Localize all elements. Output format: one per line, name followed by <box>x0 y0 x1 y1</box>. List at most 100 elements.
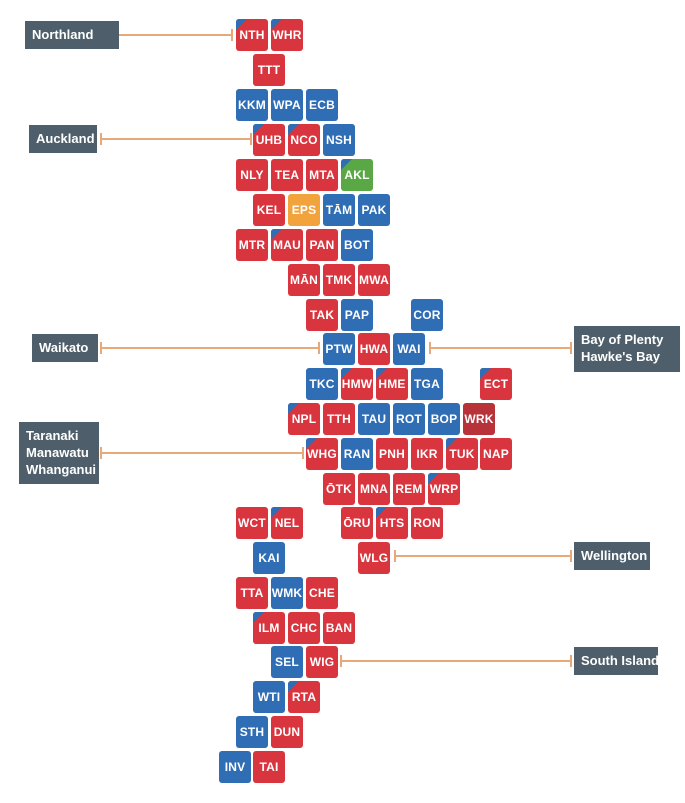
electorate-tile-pan[interactable]: PAN <box>306 229 338 261</box>
electorate-tile-pnh[interactable]: PNH <box>376 438 408 470</box>
electorate-tile-nsh[interactable]: NSH <box>323 124 355 156</box>
electorate-tile-tth[interactable]: TTH <box>323 403 355 435</box>
region-label-bop-hawkes-bay: Bay of Plenty Hawke's Bay <box>574 326 680 372</box>
electorate-tile-tkc[interactable]: TKC <box>306 368 338 400</box>
electorate-code: PAK <box>361 203 387 217</box>
electorate-tile-nel[interactable]: NEL <box>271 507 303 539</box>
electorate-tile-ptw[interactable]: PTW <box>323 333 355 365</box>
electorate-tile-che[interactable]: CHE <box>306 577 338 609</box>
electorate-tile-hts[interactable]: HTS <box>376 507 408 539</box>
electorate-code: SEL <box>275 655 299 669</box>
electorate-code: NCO <box>290 133 318 147</box>
electorate-tile-ilm[interactable]: ILM <box>253 612 285 644</box>
electorate-tile-ōtk[interactable]: ŌTK <box>323 473 355 505</box>
electorate-tile-wai[interactable]: WAI <box>393 333 425 365</box>
electorate-tile-bop[interactable]: BOP <box>428 403 460 435</box>
electorate-tile-mwa[interactable]: MWA <box>358 264 390 296</box>
electorate-tile-mna[interactable]: MNA <box>358 473 390 505</box>
electorate-tile-pak[interactable]: PAK <box>358 194 390 226</box>
electorate-tile-tuk[interactable]: TUK <box>446 438 478 470</box>
electorate-tile-inv[interactable]: INV <box>219 751 251 783</box>
electorate-tile-ikr[interactable]: IKR <box>411 438 443 470</box>
electorate-tile-eps[interactable]: EPS <box>288 194 320 226</box>
electorate-code: WLG <box>359 551 389 565</box>
electorate-tile-wig[interactable]: WIG <box>306 646 338 678</box>
electorate-tile-tai[interactable]: TAI <box>253 751 285 783</box>
electorate-code: ROT <box>396 412 422 426</box>
electorate-tile-wct[interactable]: WCT <box>236 507 268 539</box>
split-result-corner-icon <box>288 124 299 135</box>
electorate-tile-sth[interactable]: STH <box>236 716 268 748</box>
electorate-tile-tmk[interactable]: TMK <box>323 264 355 296</box>
electorate-tile-wmk[interactable]: WMK <box>271 577 303 609</box>
electorate-tile-sel[interactable]: SEL <box>271 646 303 678</box>
electorate-tile-nth[interactable]: NTH <box>236 19 268 51</box>
electorate-code: TTT <box>257 63 281 77</box>
electorate-tile-pap[interactable]: PAP <box>341 299 373 331</box>
electorate-tile-akl[interactable]: AKL <box>341 159 373 191</box>
electorate-code: TAK <box>309 308 335 322</box>
electorate-tile-chc[interactable]: CHC <box>288 612 320 644</box>
electorate-code: TGA <box>414 377 440 391</box>
electorate-code: PAN <box>309 238 335 252</box>
electorate-tile-tta[interactable]: TTA <box>236 577 268 609</box>
electorate-tile-rot[interactable]: ROT <box>393 403 425 435</box>
electorate-tile-mtr[interactable]: MTR <box>236 229 268 261</box>
electorate-tile-tām[interactable]: TĀM <box>323 194 355 226</box>
electorate-code: MWA <box>359 273 389 287</box>
electorate-tile-ect[interactable]: ECT <box>480 368 512 400</box>
electorate-tile-wti[interactable]: WTI <box>253 681 285 713</box>
electorate-tile-cor[interactable]: COR <box>411 299 443 331</box>
electorate-tile-hmw[interactable]: HMW <box>341 368 373 400</box>
electorate-code: WMK <box>271 586 303 600</box>
electorate-tile-wrp[interactable]: WRP <box>428 473 460 505</box>
split-result-corner-icon <box>341 368 352 379</box>
electorate-code: WRP <box>429 482 459 496</box>
electorate-tile-tau[interactable]: TAU <box>358 403 390 435</box>
electorate-tile-rem[interactable]: REM <box>393 473 425 505</box>
electorate-code: BOP <box>430 412 458 426</box>
electorate-tile-ecb[interactable]: ECB <box>306 89 338 121</box>
electorate-tile-ōru[interactable]: ŌRU <box>341 507 373 539</box>
electorate-code: ILM <box>258 621 280 635</box>
electorate-tile-whr[interactable]: WHR <box>271 19 303 51</box>
electorate-tile-wlg[interactable]: WLG <box>358 542 390 574</box>
electorate-tile-ran[interactable]: RAN <box>341 438 373 470</box>
connector-line <box>100 452 304 454</box>
electorate-tile-kkm[interactable]: KKM <box>236 89 268 121</box>
electorate-tile-tak[interactable]: TAK <box>306 299 338 331</box>
electorate-code: CHE <box>309 586 335 600</box>
electorate-tile-uhb[interactable]: UHB <box>253 124 285 156</box>
electorate-tile-ron[interactable]: RON <box>411 507 443 539</box>
electorate-tile-rta[interactable]: RTA <box>288 681 320 713</box>
electorate-tile-mau[interactable]: MAU <box>271 229 303 261</box>
electorate-tile-whg[interactable]: WHG <box>306 438 338 470</box>
electorate-tile-nly[interactable]: NLY <box>236 159 268 191</box>
electorate-tile-nco[interactable]: NCO <box>288 124 320 156</box>
connector-line <box>429 347 572 349</box>
electorate-tile-hwa[interactable]: HWA <box>358 333 390 365</box>
electorate-tile-nap[interactable]: NAP <box>480 438 512 470</box>
electorate-tile-kai[interactable]: KAI <box>253 542 285 574</box>
electorate-tile-hme[interactable]: HME <box>376 368 408 400</box>
electorate-tile-mta[interactable]: MTA <box>306 159 338 191</box>
electorate-code: RAN <box>343 447 371 461</box>
split-result-corner-icon <box>271 507 282 518</box>
electorate-code: NTH <box>239 28 265 42</box>
electorate-tile-mān[interactable]: MĀN <box>288 264 320 296</box>
electorate-tile-wrk[interactable]: WRK <box>463 403 495 435</box>
electorate-tile-tga[interactable]: TGA <box>411 368 443 400</box>
electorate-code: DUN <box>273 725 301 739</box>
electorate-tile-npl[interactable]: NPL <box>288 403 320 435</box>
electorate-code: HWA <box>359 342 389 356</box>
connector-tick <box>394 550 396 562</box>
electorate-tile-ttt[interactable]: TTT <box>253 54 285 86</box>
electorate-tile-tea[interactable]: TEA <box>271 159 303 191</box>
electorate-tile-bot[interactable]: BOT <box>341 229 373 261</box>
connector-line <box>100 138 252 140</box>
electorate-tile-kel[interactable]: KEL <box>253 194 285 226</box>
electorate-code: TTH <box>327 412 351 426</box>
electorate-tile-dun[interactable]: DUN <box>271 716 303 748</box>
electorate-tile-ban[interactable]: BAN <box>323 612 355 644</box>
electorate-tile-wpa[interactable]: WPA <box>271 89 303 121</box>
